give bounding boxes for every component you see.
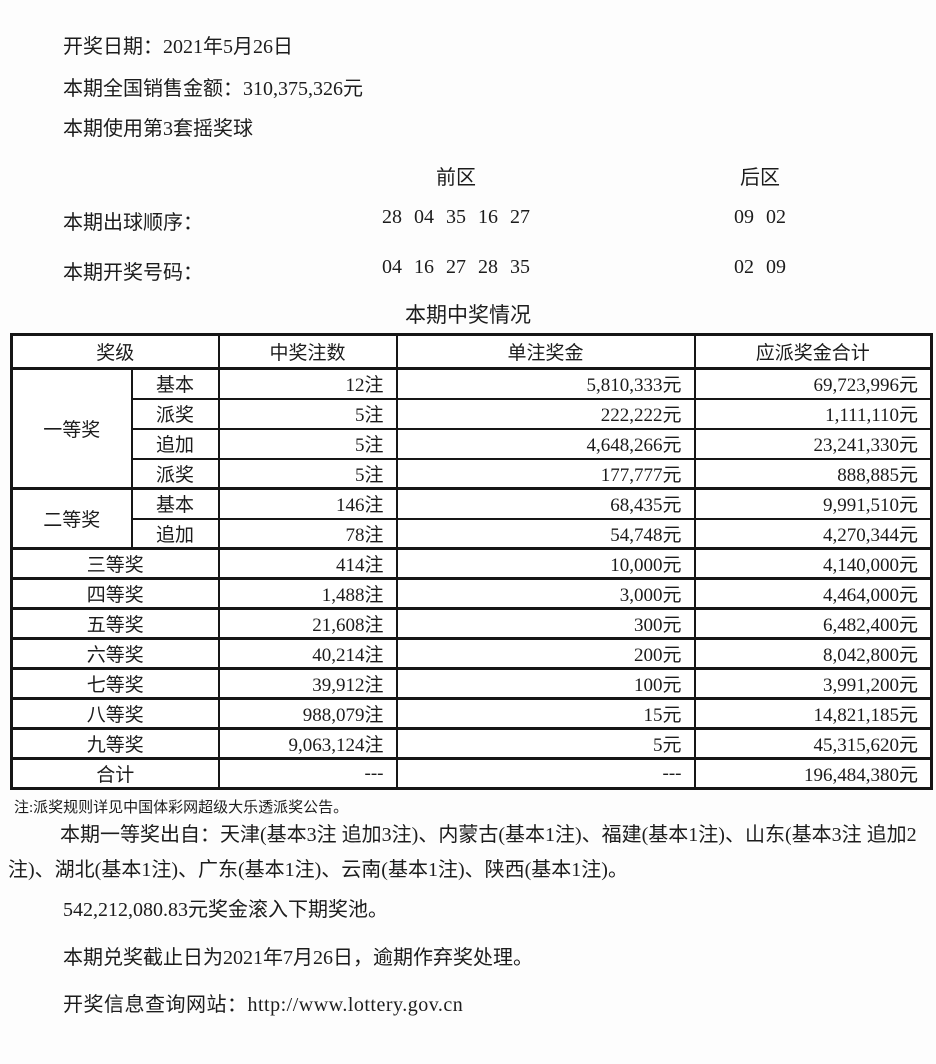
total-prize-cell: 8,042,800元 [693, 637, 933, 670]
winning-numbers-label: 本期开奖号码： [63, 262, 203, 284]
back-zone-header: 后区 [740, 167, 780, 189]
single-prize-cell: 10,000元 [395, 547, 696, 580]
prize-level-cell: 合计 [10, 757, 220, 790]
total-prize-cell: 4,464,000元 [693, 577, 933, 610]
count-cell: 78注 [217, 517, 398, 550]
ball-set-line: 本期使用第3套摇奖球 [63, 118, 253, 140]
single-prize-cell: 200元 [395, 637, 696, 670]
header-prize-level: 奖级 [10, 333, 220, 370]
count-cell: 414注 [217, 547, 398, 580]
count-cell: 9,063,124注 [217, 727, 398, 760]
table-row: 一等奖 基本 12注 5,810,333元 69,723,996元 [10, 367, 933, 490]
total-prize-cell: 69,723,996元 [693, 367, 933, 400]
draw-order-label: 本期出球顺序： [63, 212, 203, 234]
prize-level-cell: 六等奖 [10, 637, 220, 670]
count-cell: 1,488注 [217, 577, 398, 610]
prize-level-cell: 五等奖 [10, 607, 220, 640]
count-cell: 146注 [217, 487, 398, 520]
prize-table-title: 本期中奖情况 [405, 303, 531, 327]
prize-level-cell: 七等奖 [10, 667, 220, 700]
single-prize-cell: 3,000元 [395, 577, 696, 610]
draw-date-line: 开奖日期：2021年5月26日 [63, 36, 293, 58]
table-header-row: 奖级 中奖注数 单注奖金 应派奖金合计 [10, 333, 933, 370]
total-prize-cell: 45,315,620元 [693, 727, 933, 760]
total-prize-cell: 4,270,344元 [693, 517, 933, 550]
table-row: 派奖 5注 177,777元 888,885元 [12, 457, 933, 490]
count-cell: 5注 [217, 457, 398, 490]
table-row: 派奖 5注 222,222元 1,111,110元 [12, 397, 933, 430]
table-row: 二等奖 基本 146注 68,435元 9,991,510元 [10, 487, 933, 550]
single-prize-cell: --- [395, 757, 696, 790]
prize-subtype-cell: 追加 [130, 517, 220, 550]
rollover-amount-line: 542,212,080.83元奖金滚入下期奖池。 [63, 899, 388, 921]
table-row: 九等奖 9,063,124注 5元 45,315,620元 [10, 727, 933, 760]
single-prize-cell: 177,777元 [395, 457, 696, 490]
first-prize-winners-paragraph: 本期一等奖出自：天津(基本3注 追加3注)、内蒙古(基本1注)、福建(基本1注)… [8, 824, 917, 881]
single-prize-cell: 4,648,266元 [395, 427, 696, 460]
single-prize-cell: 300元 [395, 607, 696, 640]
total-prize-cell: 888,885元 [693, 457, 933, 490]
single-prize-cell: 15元 [395, 697, 696, 730]
total-prize-cell: 4,140,000元 [693, 547, 933, 580]
prize-subtype-cell: 基本 [130, 487, 220, 520]
winning-front-numbers: 04 16 27 28 35 [382, 256, 530, 278]
front-zone-header: 前区 [436, 167, 476, 189]
table-row: 三等奖 414注 10,000元 4,140,000元 [10, 547, 933, 580]
total-prize-cell: 14,821,185元 [693, 697, 933, 730]
table-row: 追加 5注 4,648,266元 23,241,330元 [12, 427, 933, 460]
prize-subtype-cell: 派奖 [130, 397, 220, 430]
rule-note: 注:派奖规则详见中国体彩网超级大乐透派奖公告。 [14, 800, 349, 816]
count-cell: 12注 [217, 367, 398, 400]
prize-level-cell: 一等奖 [10, 367, 133, 490]
count-cell: 5注 [217, 397, 398, 430]
lottery-website-line: 开奖信息查询网站：http://www.lottery.gov.cn [63, 994, 464, 1016]
single-prize-cell: 222,222元 [395, 397, 696, 430]
single-prize-cell: 5元 [395, 727, 696, 760]
count-cell: 39,912注 [217, 667, 398, 700]
count-cell: 5注 [217, 427, 398, 460]
prize-level-cell: 二等奖 [10, 487, 133, 550]
table-row: 八等奖 988,079注 15元 14,821,185元 [10, 697, 933, 730]
total-prize-cell: 196,484,380元 [693, 757, 933, 790]
draw-order-back-numbers: 09 02 [734, 206, 786, 228]
prize-subtype-cell: 派奖 [130, 457, 220, 490]
total-prize-cell: 6,482,400元 [693, 607, 933, 640]
winning-back-numbers: 02 09 [734, 256, 786, 278]
count-cell: 40,214注 [217, 637, 398, 670]
prize-level-cell: 三等奖 [10, 547, 220, 580]
header-single-prize: 单注奖金 [395, 333, 696, 370]
table-row: 六等奖 40,214注 200元 8,042,800元 [10, 637, 933, 670]
count-cell: 21,608注 [217, 607, 398, 640]
prize-subtype-cell: 追加 [130, 427, 220, 460]
prize-level-cell: 九等奖 [10, 727, 220, 760]
claim-deadline-line: 本期兑奖截止日为2021年7月26日，逾期作弃奖处理。 [63, 947, 533, 969]
table-row: 四等奖 1,488注 3,000元 4,464,000元 [10, 577, 933, 610]
total-prize-cell: 9,991,510元 [693, 487, 933, 520]
header-winner-count: 中奖注数 [217, 333, 398, 370]
prize-table: 奖级 中奖注数 单注奖金 应派奖金合计 一等奖 基本 12注 5,810,333… [10, 333, 934, 790]
table-row: 追加 78注 54,748元 4,270,344元 [12, 517, 933, 550]
sales-amount-line: 本期全国销售金额：310,375,326元 [63, 78, 363, 100]
draw-order-front-numbers: 28 04 35 16 27 [382, 206, 530, 228]
prize-level-cell: 八等奖 [10, 697, 220, 730]
table-row: 五等奖 21,608注 300元 6,482,400元 [10, 607, 933, 640]
table-row: 七等奖 39,912注 100元 3,991,200元 [10, 667, 933, 700]
table-row-total: 合计 --- --- 196,484,380元 [10, 757, 933, 790]
single-prize-cell: 68,435元 [395, 487, 696, 520]
single-prize-cell: 54,748元 [395, 517, 696, 550]
prize-subtype-cell: 基本 [130, 367, 220, 400]
single-prize-cell: 5,810,333元 [395, 367, 696, 400]
total-prize-cell: 1,111,110元 [693, 397, 933, 430]
total-prize-cell: 3,991,200元 [693, 667, 933, 700]
single-prize-cell: 100元 [395, 667, 696, 700]
count-cell: --- [217, 757, 398, 790]
prize-level-cell: 四等奖 [10, 577, 220, 610]
header-total-prize: 应派奖金合计 [693, 333, 933, 370]
count-cell: 988,079注 [217, 697, 398, 730]
total-prize-cell: 23,241,330元 [693, 427, 933, 460]
